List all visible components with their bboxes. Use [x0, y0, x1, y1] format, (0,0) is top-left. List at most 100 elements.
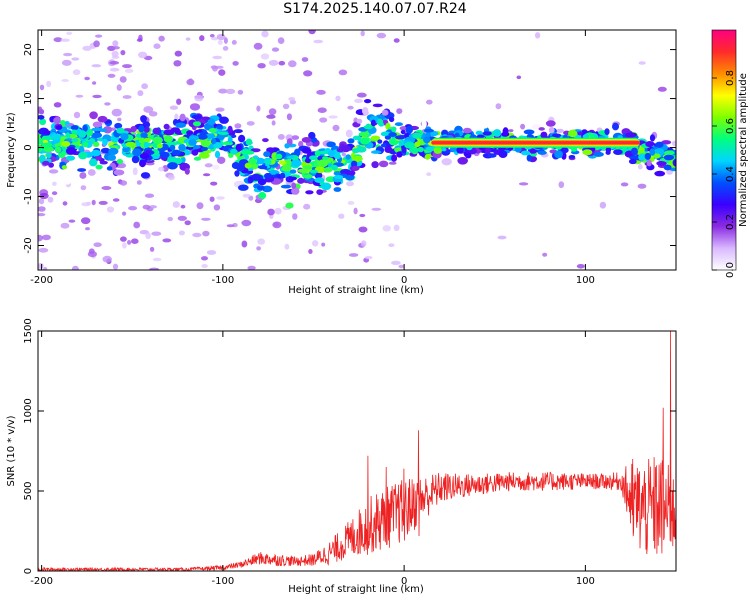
heatmap-cell	[425, 146, 435, 152]
heatmap-cell	[371, 150, 382, 154]
heatmap-cell	[275, 153, 283, 160]
heatmap-cell	[421, 120, 427, 128]
heatmap-cell	[89, 111, 98, 120]
heatmap-cell	[201, 116, 211, 121]
heatmap-cell	[143, 141, 149, 148]
heatmap-cell	[475, 161, 483, 170]
heatmap-cell	[218, 69, 226, 76]
heatmap-cell	[271, 120, 276, 126]
heatmap-cell	[217, 39, 223, 45]
heatmap-cell	[75, 94, 84, 98]
heatmap-cell	[655, 141, 664, 148]
heatmap-cell	[364, 99, 372, 104]
heatmap-cell	[180, 204, 186, 209]
heatmap-cell	[61, 59, 72, 66]
heatmap-cell	[130, 126, 137, 133]
colorbar-ticks: 0.0 0.2 0.4 0.6 0.8	[712, 70, 736, 278]
heatmap-cell	[649, 148, 656, 156]
heatmap-cell	[140, 115, 147, 123]
heatmap-cell	[405, 125, 413, 134]
heatmap-cell	[482, 121, 489, 129]
snr-x-tick-label: -100	[212, 576, 235, 587]
heatmap-cell	[71, 57, 80, 61]
heatmap-cell	[109, 67, 120, 72]
heatmap-cell	[101, 186, 112, 190]
heatmap-cell	[637, 183, 647, 189]
heatmap-cell	[328, 115, 338, 119]
heatmap-cell	[163, 123, 170, 130]
heatmap-cell	[54, 146, 62, 153]
heatmap-cell	[38, 213, 46, 217]
heatmap-cell	[388, 243, 395, 247]
heatmap-cell	[302, 165, 313, 170]
colorbar-tick-label: 0.0	[725, 262, 736, 278]
snr-y-tick-label: 0	[23, 568, 34, 574]
heatmap-cell	[370, 119, 376, 127]
heatmap-cell	[247, 265, 256, 270]
heatmap-cell	[91, 127, 103, 132]
heatmap-cell	[53, 117, 61, 124]
heatmap-cell	[273, 222, 280, 227]
heatmap-cell	[294, 148, 301, 157]
snr-y-tick-label: 1500	[23, 318, 34, 343]
heatmap-cell	[351, 165, 359, 171]
heatmap-cell	[44, 135, 52, 141]
heatmap-cell	[141, 83, 149, 90]
heatmap-cell	[554, 150, 563, 159]
heatmap-cell	[303, 70, 313, 77]
heatmap-cell	[116, 84, 122, 91]
heatmap-cell	[38, 206, 46, 212]
heatmap-cell	[122, 64, 132, 69]
heatmap-cell	[247, 176, 254, 184]
heatmap-cell	[61, 177, 72, 185]
heatmap-cell	[133, 221, 141, 229]
heatmap-cell	[396, 151, 403, 158]
heatmap-cell	[55, 125, 63, 130]
heatmap-cell	[122, 242, 127, 249]
heatmap-cell	[548, 126, 555, 134]
heatmap-cell	[157, 166, 165, 172]
heatmap-cell	[173, 60, 182, 67]
heatmap-cell	[140, 172, 151, 179]
heatmap-cell	[322, 156, 329, 161]
heatmap-cell	[371, 161, 379, 169]
heatmap-cell	[582, 134, 590, 139]
heatmap-cell	[251, 163, 258, 170]
heatmap-cell	[91, 199, 96, 206]
heatmap-cell	[222, 46, 229, 51]
heatmap-cell	[321, 242, 326, 247]
heatmap-cell	[475, 130, 483, 136]
heatmap-cell	[381, 109, 389, 116]
heatmap-cell	[169, 144, 176, 151]
heatmap-cell	[38, 108, 45, 115]
heatmap-cell	[628, 158, 637, 165]
heatmap-cell	[362, 107, 369, 115]
heatmap-cell	[395, 135, 406, 140]
heatmap-cell	[167, 216, 173, 222]
heatmap-cell	[131, 155, 140, 164]
heatmap-cell	[352, 155, 363, 162]
heatmap-cell	[38, 198, 45, 205]
heatmap-cell	[158, 35, 165, 42]
heatmap-cell	[414, 141, 421, 148]
heatmap-cell	[360, 240, 367, 247]
heatmap-cell	[41, 234, 51, 241]
heatmap-cell	[313, 39, 324, 44]
heatmap-cell	[424, 153, 431, 160]
heatmap-cell	[39, 192, 49, 200]
heatmap-cell	[201, 256, 208, 261]
heatmap-cell	[219, 116, 229, 124]
heatmap-cell	[280, 172, 286, 179]
heatmap-cell	[400, 129, 406, 135]
snr-x-tick-label: 0	[401, 576, 407, 587]
heatmap-cell	[209, 196, 215, 202]
heatmap-cell	[482, 131, 492, 136]
heatmap-cell	[192, 232, 202, 238]
heatmap-cell	[288, 97, 296, 101]
heatmap-cell	[107, 73, 116, 78]
heatmap-cell	[46, 80, 52, 88]
heatmap-cell	[278, 160, 286, 165]
heatmap-cell	[143, 106, 154, 113]
heatmap-cell	[476, 134, 485, 139]
